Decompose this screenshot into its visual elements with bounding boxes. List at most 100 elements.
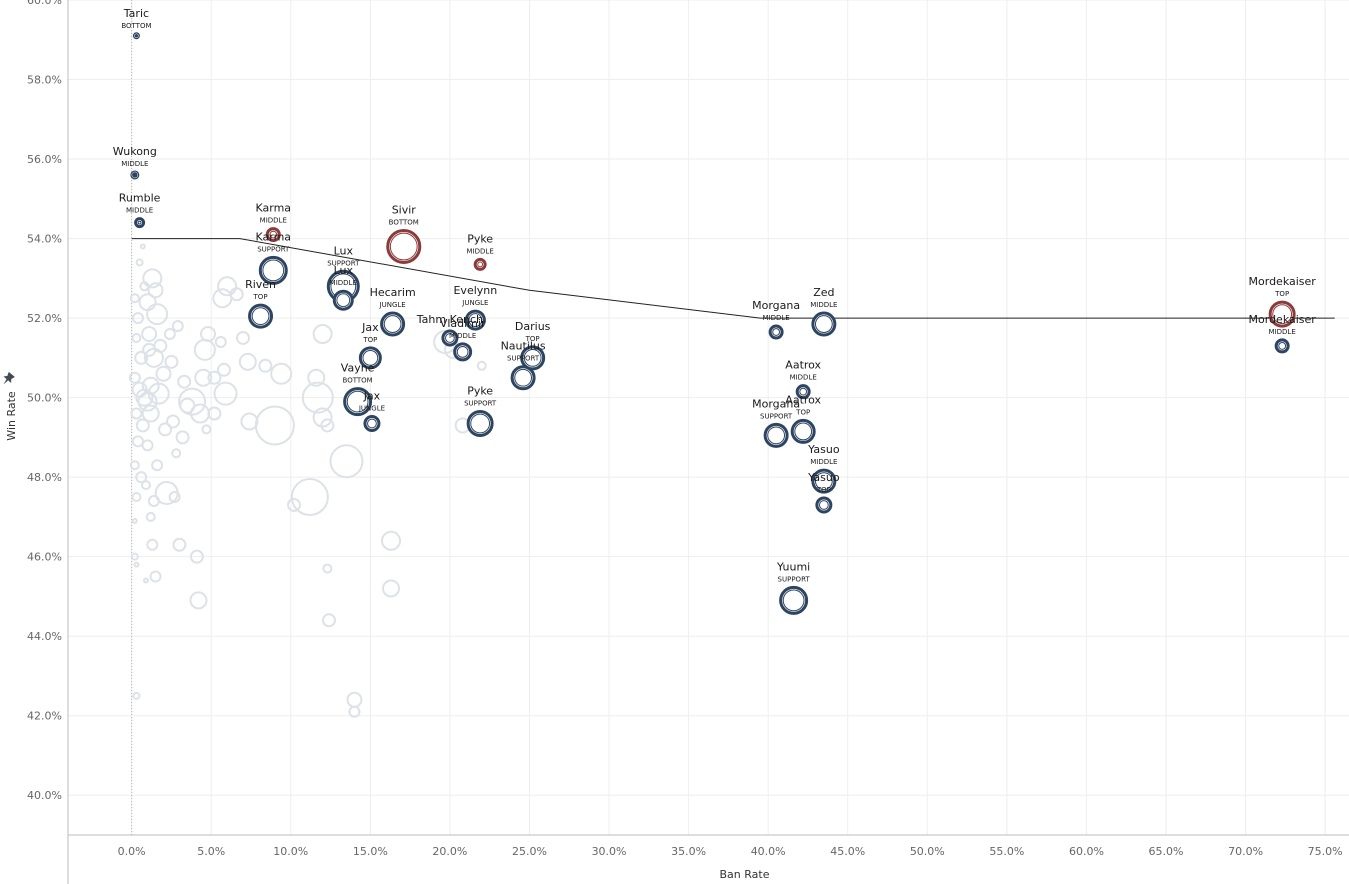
champion-point[interactable] bbox=[811, 311, 837, 337]
faded-point[interactable] bbox=[131, 517, 138, 524]
faded-point[interactable] bbox=[207, 406, 222, 421]
faded-point[interactable] bbox=[143, 347, 164, 368]
faded-point[interactable] bbox=[155, 365, 172, 382]
champion-point[interactable] bbox=[520, 345, 546, 371]
faded-point[interactable] bbox=[348, 705, 361, 718]
faded-point[interactable] bbox=[217, 276, 238, 297]
faded-point[interactable] bbox=[135, 471, 148, 484]
champion-point[interactable] bbox=[510, 365, 536, 391]
faded-point[interactable] bbox=[164, 354, 179, 369]
champion-point[interactable] bbox=[779, 585, 809, 615]
faded-point[interactable] bbox=[229, 287, 244, 302]
faded-point[interactable] bbox=[141, 326, 158, 342]
faded-point[interactable] bbox=[131, 332, 142, 343]
faded-point[interactable] bbox=[193, 338, 216, 361]
faded-point[interactable] bbox=[381, 530, 402, 551]
faded-point[interactable] bbox=[141, 439, 154, 452]
pin-icon[interactable] bbox=[0, 371, 16, 387]
faded-point[interactable] bbox=[129, 460, 140, 471]
champion-point[interactable] bbox=[380, 311, 406, 337]
faded-point[interactable] bbox=[171, 320, 184, 333]
faded-point[interactable] bbox=[133, 561, 140, 568]
champion-point[interactable] bbox=[441, 329, 459, 347]
champion-point[interactable] bbox=[265, 227, 281, 243]
faded-point[interactable] bbox=[307, 368, 326, 387]
champion-point[interactable] bbox=[1268, 300, 1296, 328]
faded-point[interactable] bbox=[147, 382, 170, 405]
faded-point[interactable] bbox=[132, 435, 145, 448]
champion-point[interactable] bbox=[134, 217, 146, 229]
faded-point[interactable] bbox=[131, 492, 142, 503]
champion-point[interactable] bbox=[815, 496, 833, 514]
faded-point[interactable] bbox=[286, 497, 301, 512]
faded-point[interactable] bbox=[329, 444, 364, 479]
faded-point[interactable] bbox=[142, 268, 163, 289]
champion-point[interactable] bbox=[763, 422, 789, 448]
faded-point[interactable] bbox=[254, 405, 295, 446]
faded-point[interactable] bbox=[147, 282, 164, 299]
faded-point[interactable] bbox=[139, 243, 146, 250]
faded-point[interactable] bbox=[200, 326, 217, 342]
faded-point[interactable] bbox=[213, 381, 238, 406]
faded-point[interactable] bbox=[163, 328, 176, 340]
faded-point[interactable] bbox=[145, 511, 156, 522]
champion-point[interactable] bbox=[343, 387, 373, 417]
champion-point[interactable] bbox=[258, 255, 288, 285]
champion-point[interactable] bbox=[248, 303, 274, 329]
faded-point[interactable] bbox=[177, 374, 192, 389]
champion-point[interactable] bbox=[768, 324, 784, 340]
faded-point[interactable] bbox=[216, 362, 231, 377]
faded-point[interactable] bbox=[168, 491, 181, 504]
faded-point[interactable] bbox=[129, 293, 140, 304]
champion-point[interactable] bbox=[790, 418, 816, 444]
faded-point[interactable] bbox=[130, 552, 139, 561]
faded-point[interactable] bbox=[240, 412, 259, 431]
faded-point[interactable] bbox=[321, 613, 336, 628]
faded-point[interactable] bbox=[194, 368, 213, 387]
faded-point[interactable] bbox=[138, 293, 157, 312]
faded-point[interactable] bbox=[128, 371, 141, 384]
faded-point[interactable] bbox=[146, 303, 169, 326]
faded-point[interactable] bbox=[301, 381, 334, 414]
faded-point[interactable] bbox=[130, 407, 143, 420]
faded-point[interactable] bbox=[258, 358, 273, 373]
faded-point[interactable] bbox=[238, 352, 257, 371]
champion-point[interactable] bbox=[811, 468, 837, 494]
faded-point[interactable] bbox=[151, 459, 164, 472]
faded-point[interactable] bbox=[154, 481, 179, 506]
faded-point[interactable] bbox=[134, 350, 149, 365]
faded-point[interactable] bbox=[132, 691, 141, 700]
faded-point[interactable] bbox=[236, 330, 251, 345]
champion-point[interactable] bbox=[473, 257, 487, 271]
faded-point[interactable] bbox=[312, 324, 333, 344]
champion-point[interactable] bbox=[386, 229, 422, 265]
faded-point[interactable] bbox=[171, 448, 182, 459]
faded-point[interactable] bbox=[142, 577, 149, 584]
faded-point[interactable] bbox=[189, 549, 204, 564]
faded-point[interactable] bbox=[207, 370, 222, 385]
faded-point[interactable] bbox=[290, 478, 329, 517]
faded-point[interactable] bbox=[312, 407, 333, 428]
faded-point[interactable] bbox=[141, 404, 160, 423]
faded-point[interactable] bbox=[320, 418, 335, 433]
faded-point[interactable] bbox=[212, 288, 233, 309]
faded-point[interactable] bbox=[270, 362, 293, 385]
champion-point[interactable] bbox=[795, 384, 811, 400]
faded-point[interactable] bbox=[146, 538, 159, 551]
faded-point[interactable] bbox=[476, 360, 487, 371]
faded-point[interactable] bbox=[149, 570, 162, 583]
faded-point[interactable] bbox=[175, 430, 190, 445]
faded-point[interactable] bbox=[382, 579, 401, 598]
champion-point[interactable] bbox=[1274, 338, 1290, 354]
faded-point[interactable] bbox=[158, 422, 173, 437]
faded-point[interactable] bbox=[132, 312, 145, 325]
faded-point[interactable] bbox=[201, 424, 212, 435]
champion-point[interactable] bbox=[466, 409, 494, 437]
faded-point[interactable] bbox=[214, 335, 227, 348]
faded-point[interactable] bbox=[135, 258, 144, 267]
faded-point[interactable] bbox=[142, 342, 157, 357]
faded-point[interactable] bbox=[322, 563, 333, 574]
champion-point[interactable] bbox=[363, 414, 381, 432]
faded-point[interactable] bbox=[189, 591, 208, 610]
faded-point[interactable] bbox=[139, 281, 150, 292]
